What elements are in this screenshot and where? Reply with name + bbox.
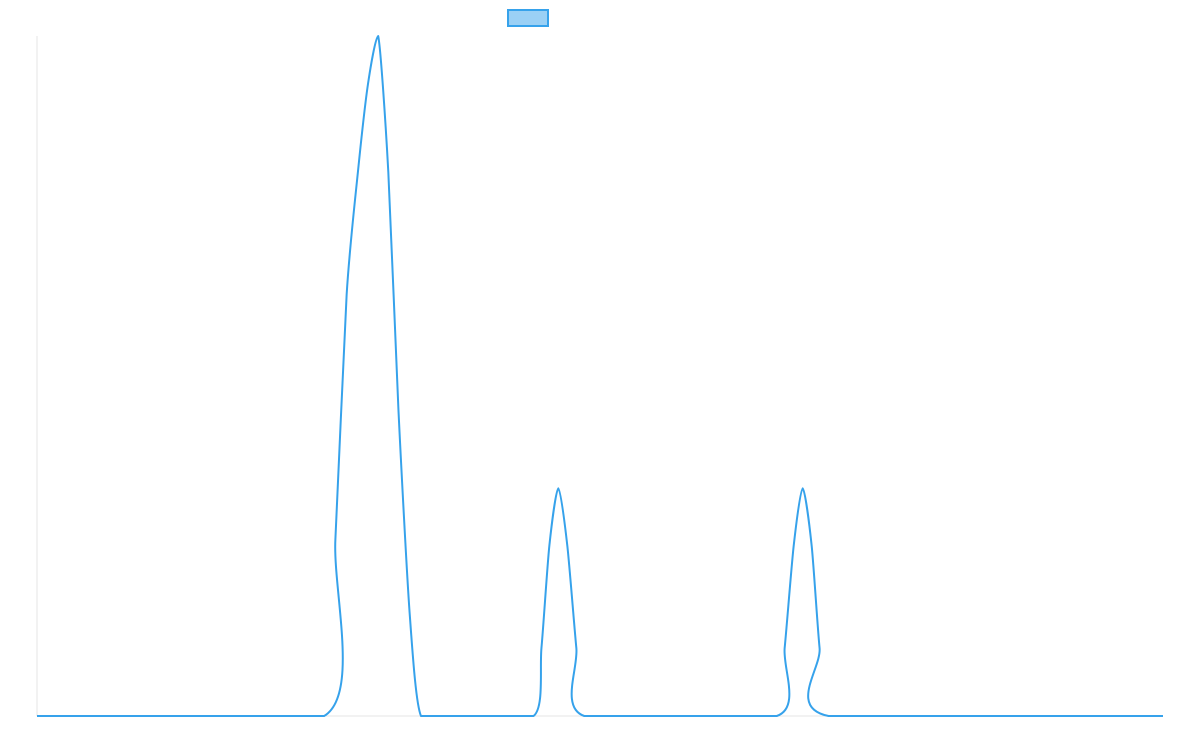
series-line-0 [37,35,1163,718]
legend[interactable] [507,9,549,27]
chart-axes [36,36,1163,717]
series-layer [37,35,1163,718]
legend-swatch-0[interactable] [507,9,549,27]
